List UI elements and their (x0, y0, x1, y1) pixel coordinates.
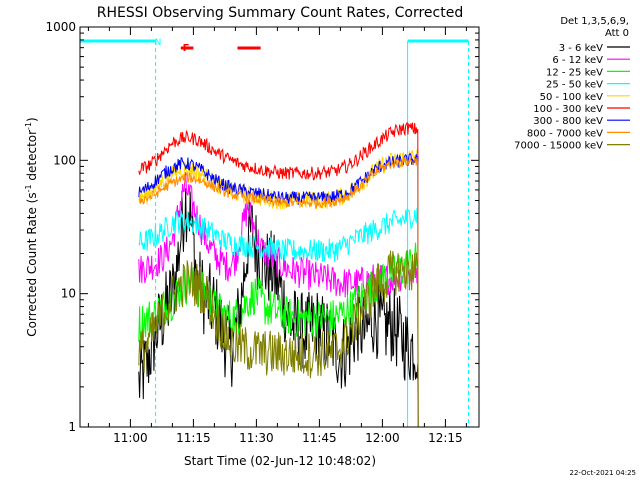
series-line-7 (138, 156, 419, 428)
series-line-3 (138, 207, 419, 428)
legend-label: 3 - 6 keV (559, 43, 603, 54)
plot-frame (79, 26, 480, 428)
series-line-0 (138, 188, 419, 428)
legend-label: 7000 - 15000 keV (514, 141, 603, 152)
x-tick-label: 12:00 (365, 431, 400, 445)
flare-flag-label: F (183, 43, 190, 54)
series-line-6 (138, 153, 419, 428)
chart-title: RHESSI Observing Summary Count Rates, Co… (97, 5, 463, 21)
x-tick-label: 12:15 (428, 431, 463, 445)
night-flag-label: N (155, 38, 162, 48)
y-tick-label: 1000 (45, 20, 76, 34)
x-axis-title: Start Time (02-Jun-12 10:48:02) (184, 454, 376, 468)
legend-header-line: Att 0 (605, 28, 629, 39)
legend-label: 25 - 50 keV (546, 80, 603, 91)
series-line-8 (138, 249, 419, 428)
y-axis-title-sup: -1 (24, 122, 33, 130)
legend-label: 50 - 100 keV (540, 92, 604, 103)
y-tick-label: 100 (53, 153, 76, 167)
x-tick-label: 11:45 (302, 431, 337, 445)
y-axis-title-part: detector (25, 130, 39, 185)
x-tick-label: 11:30 (239, 431, 274, 445)
y-axis-title: Corrected Count Rate (s-1 detector-1) (24, 117, 39, 336)
legend-label: 800 - 7000 keV (527, 128, 603, 139)
series-line-1 (138, 172, 419, 428)
axes: 11:00 11:15 11:30 11:45 12:00 12:15 1 10 100 1000 (45, 20, 479, 445)
y-tick-label: 1 (68, 420, 76, 434)
legend-label: 6 - 12 keV (552, 55, 603, 66)
legend-label: 100 - 300 keV (533, 104, 603, 115)
legend-label: 12 - 25 keV (546, 67, 603, 78)
legend-label: 300 - 800 keV (533, 116, 603, 127)
timestamp: 22-Oct-2021 04:25 (570, 469, 636, 477)
legend-header-line: Det 1,3,5,6,9, (560, 16, 629, 27)
series-layer (138, 122, 419, 428)
x-tick-label: 11:15 (176, 431, 211, 445)
y-axis-title-part: Corrected Count Rate (s (25, 192, 39, 336)
series-line-5 (138, 122, 419, 428)
y-axis-title-sup: -1 (24, 184, 33, 192)
y-tick-label: 10 (61, 287, 76, 301)
x-tick-label: 11:00 (113, 431, 148, 445)
y-axis-title-part: ) (25, 117, 39, 122)
